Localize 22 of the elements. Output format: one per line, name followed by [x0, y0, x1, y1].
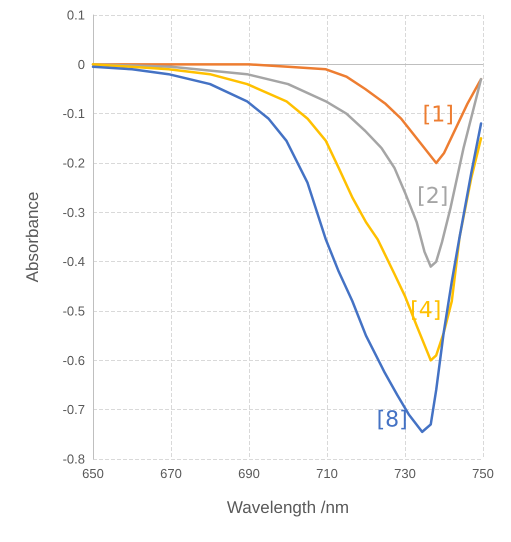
- y-tick-label: -0.2: [62, 156, 85, 170]
- x-tick-label: 650: [82, 466, 104, 481]
- x-tick-label: 670: [160, 466, 182, 481]
- y-tick-label: -0.4: [62, 254, 85, 270]
- series-label: [2]: [417, 184, 448, 210]
- series-label: [1]: [422, 102, 454, 128]
- y-tick-label: -0.6: [62, 352, 85, 368]
- line-series: [92, 66, 482, 434]
- y-tick-label: -0.8: [62, 452, 85, 466]
- x-tick-label: 750: [472, 466, 494, 481]
- y-tick-label: -0.7: [62, 402, 85, 418]
- y-tick-label: 0.1: [66, 8, 85, 22]
- y-tick-label: -0.5: [62, 304, 85, 318]
- x-tick-label: 690: [238, 466, 260, 481]
- y-tick-label: 0: [78, 56, 85, 72]
- y-tick-label: -0.3: [62, 204, 85, 220]
- y-axis-title: Absorbance: [23, 192, 42, 282]
- x-tick-label: 730: [394, 466, 416, 481]
- x-tick-label: 710: [316, 466, 338, 481]
- y-tick-label: -0.1: [62, 106, 85, 122]
- series-label: [8]: [376, 407, 408, 432]
- x-axis-title: Wavelength /nm: [226, 498, 350, 517]
